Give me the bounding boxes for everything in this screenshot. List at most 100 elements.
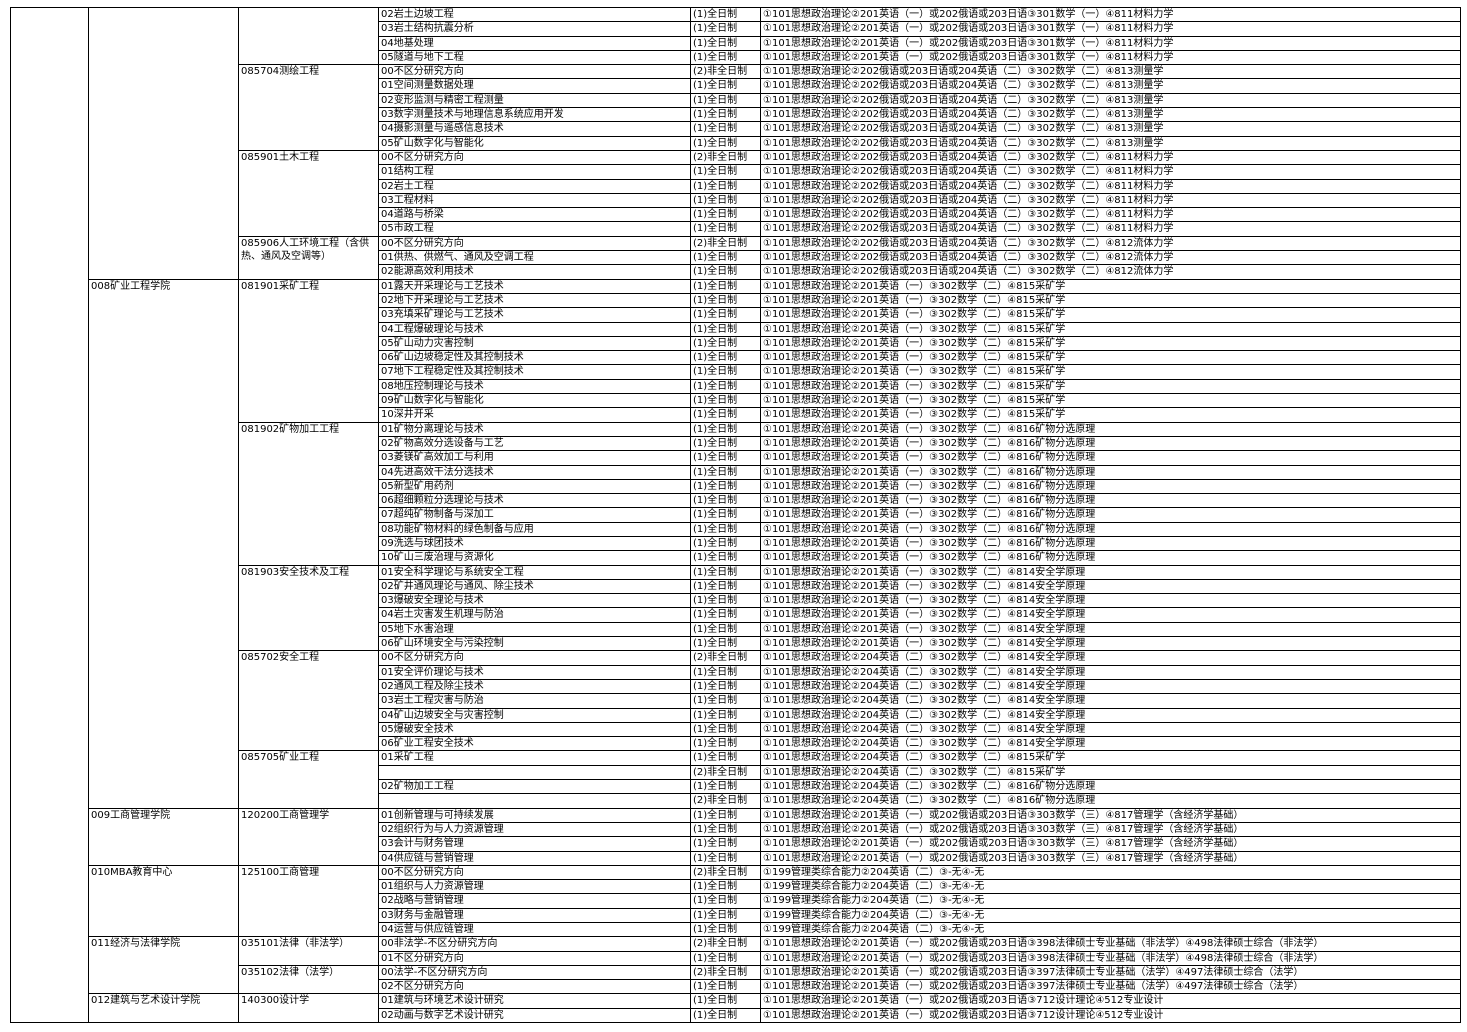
direction-cell: 04先进高效干法分选技术: [378, 464, 691, 480]
table-row: 06矿山环境安全与污染控制 (1)全日制 ①101思想政治理论②201英语（一）③3…: [11, 636, 1461, 652]
table-row: 012建筑与艺术设计学院 140300设计学 01建筑与环境艺术设计研究 (1)全日制…: [11, 993, 1461, 1024]
direction-cell: 06矿山边坡稳定性及其控制技术: [378, 350, 691, 366]
mode-cell: (2)非全日制: [690, 650, 761, 666]
direction-cell: 00不区分研究方向: [378, 650, 691, 666]
subjects-cell: ①101思想政治理论②201英语（一）③302数学（二）④816矿物分选原理: [760, 464, 1461, 480]
table-row: 04道路与桥梁 (1)全日制 ①101思想政治理论②202俄语或203日语或204英…: [11, 207, 1461, 223]
direction-cell: 03工程材料: [378, 192, 691, 209]
direction-cell: 01创新管理与可持续发展: [378, 807, 691, 823]
subjects-cell: ①101思想政治理论②202俄语或203日语或204英语（二）③302数学（二）…: [760, 164, 1461, 180]
direction-cell: 02战略与营销管理: [378, 893, 691, 909]
direction-cell: 02矿物高效分选设备与工艺: [378, 435, 691, 452]
table-row: 04摄影测量与遥感信息技术 (1)全日制 ①101思想政治理论②202俄语或203日…: [11, 121, 1461, 137]
mode-cell: (1)全日制: [690, 49, 761, 66]
table-row: 085901土木工程 00不区分研究方向 (2)非全日制 ①101思想政治理论②202…: [11, 149, 1461, 237]
mode-cell: (1)全日制: [690, 564, 761, 580]
direction-cell: 00不区分研究方向: [378, 149, 691, 166]
subjects-cell: ①101思想政治理论②201英语（一）③302数学（二）④816矿物分选原理: [760, 450, 1461, 466]
subjects-cell: ①101思想政治理论②201英语（一）或202俄语或203日语③397法律硕士专…: [760, 964, 1461, 981]
subjects-cell: ①101思想政治理论②201英语（一）或202俄语或203日语③303数学（三）…: [760, 807, 1461, 823]
direction-cell: 04供应链与营销管理: [378, 850, 691, 866]
major-cell: 035101法律（非法学）: [238, 936, 379, 966]
subjects-cell: ①101思想政治理论②202俄语或203日语或204英语（二）③302数学（二）…: [760, 221, 1461, 237]
direction-cell: 02组织行为与人力资源管理: [378, 821, 691, 838]
direction-cell: [378, 764, 691, 781]
subjects-cell: ①101思想政治理论②201英语（一）③302数学（二）④816矿物分选原理: [760, 507, 1461, 523]
mode-cell: (1)全日制: [690, 736, 761, 752]
mode-cell: (1)全日制: [690, 836, 761, 852]
direction-cell: 09矿山数字化与智能化: [378, 393, 691, 409]
table-row: 05市政工程 (1)全日制 ①101思想政治理论②202俄语或203日语或204英语…: [11, 221, 1461, 237]
college-cell: 010MBA教育中心: [88, 864, 239, 938]
subjects-cell: ①101思想政治理论②202俄语或203日语或204英语（二）③302数学（二）…: [760, 250, 1461, 266]
subjects-cell: ①101思想政治理论②204英语（二）③302数学（二）④814安全学原理: [760, 693, 1461, 709]
mode-cell: (1)全日制: [690, 850, 761, 866]
direction-cell: 02矿物加工工程: [378, 779, 691, 795]
mode-cell: (1)全日制: [690, 178, 761, 194]
direction-cell: 01安全科学理论与系统安全工程: [378, 564, 691, 580]
table-row: 04岩土灾害发生机理与防治 (1)全日制 ①101思想政治理论②201英语（一）③3…: [11, 607, 1461, 623]
mode-cell: (1)全日制: [690, 221, 761, 237]
table-row: 07地下工程稳定性及其控制技术 (1)全日制 ①101思想政治理论②201英语（一）…: [11, 364, 1461, 380]
direction-cell: 01空间测量数据处理: [378, 78, 691, 94]
subjects-cell: ①101思想政治理论②202俄语或203日语或204英语（二）③302数学（二）…: [760, 149, 1461, 166]
table-row: 02矿物加工工程 (1)全日制 ①101思想政治理论②204英语（二）③302数学（…: [11, 779, 1461, 795]
direction-cell: 00不区分研究方向: [378, 864, 691, 881]
table-row: 081903安全技术及工程 01安全科学理论与系统安全工程 (1)全日制 ①101思想…: [11, 564, 1461, 652]
mode-cell: (1)全日制: [690, 478, 761, 495]
mode-cell: (1)全日制: [690, 507, 761, 523]
table-row: 05地下水害治理 (1)全日制 ①101思想政治理论②201英语（一）③302数学（…: [11, 621, 1461, 638]
subjects-cell: ①101思想政治理论②201英语（一）③302数学（二）④816矿物分选原理: [760, 550, 1461, 566]
table-row: 01供热、供燃气、通风及空调工程 (1)全日制 ①101思想政治理论②202俄语或2…: [11, 250, 1461, 266]
subjects-cell: ①101思想政治理论②201英语（一）③302数学（二）④814安全学原理: [760, 593, 1461, 609]
subjects-cell: ①101思想政治理论②204英语（二）③302数学（二）④815采矿学: [760, 764, 1461, 781]
mode-cell: (1)全日制: [690, 678, 761, 695]
table-row: 02组织行为与人力资源管理 (1)全日制 ①101思想政治理论②201英语（一）或2…: [11, 821, 1461, 838]
mode-cell: (1)全日制: [690, 893, 761, 909]
subjects-cell: ①101思想政治理论②204英语（二）③302数学（二）④814安全学原理: [760, 736, 1461, 752]
direction-cell: 01结构工程: [378, 164, 691, 180]
mode-cell: (1)全日制: [690, 721, 761, 738]
direction-cell: 05矿山数字化与智能化: [378, 135, 691, 151]
mode-cell: (1)全日制: [690, 1007, 761, 1024]
subjects-cell: ①199管理类综合能力②204英语（二）③-无④-无: [760, 893, 1461, 909]
mode-cell: (1)全日制: [690, 750, 761, 766]
direction-cell: 10矿山三废治理与资源化: [378, 550, 691, 566]
direction-cell: 03爆破安全理论与技术: [378, 593, 691, 609]
direction-cell: 01采矿工程: [378, 750, 691, 766]
subjects-cell: ①101思想政治理论②201英语（一）或202俄语或203日语③301数学（一）…: [760, 6, 1461, 23]
subjects-cell: ①101思想政治理论②202俄语或203日语或204英语（二）③302数学（二）…: [760, 264, 1461, 280]
major-cell: 085906人工环境工程（含供热、通风及空调等）: [238, 235, 379, 280]
major-cell: 085702安全工程: [238, 650, 379, 752]
mode-cell: (1)全日制: [690, 979, 761, 995]
subjects-cell: ①101思想政治理论②201英语（一）③302数学（二）④814安全学原理: [760, 621, 1461, 638]
subjects-cell: ①101思想政治理论②201英语（一）或202俄语或203日语③398法律硕士专…: [760, 936, 1461, 952]
major-cell: 125100工商管理: [238, 864, 379, 938]
subjects-cell: ①101思想政治理论②201英语（一）③302数学（二）④816矿物分选原理: [760, 478, 1461, 495]
mode-cell: (2)非全日制: [690, 764, 761, 781]
mode-cell: (1)全日制: [690, 21, 761, 37]
college-cell: 012建筑与艺术设计学院: [88, 993, 239, 1024]
mode-cell: (1)全日制: [690, 378, 761, 395]
mode-cell: (1)全日制: [690, 121, 761, 137]
direction-cell: 08功能矿物材料的绿色制备与应用: [378, 521, 691, 537]
direction-cell: 04摄影测量与遥感信息技术: [378, 121, 691, 137]
table-row: 03岩土结构抗震分析 (1)全日制 ①101思想政治理论②201英语（一）或202俄…: [11, 21, 1461, 37]
subjects-cell: ①101思想政治理论②204英语（二）③302数学（二）④815采矿学: [760, 750, 1461, 766]
direction-cell: 04道路与桥梁: [378, 207, 691, 223]
mode-cell: (1)全日制: [690, 364, 761, 380]
table-row: 008矿业工程学院 081901采矿工程 01露天开采理论与工艺技术 (1)全日制 ①1…: [11, 278, 1461, 809]
direction-cell: 02矿井通风理论与通风、除尘技术: [378, 578, 691, 595]
subjects-cell: ①101思想政治理论②201英语（一）③302数学（二）④816矿物分选原理: [760, 535, 1461, 552]
table-row: 05隧道与地下工程 (1)全日制 ①101思想政治理论②201英语（一）或202俄语…: [11, 49, 1461, 66]
subjects-cell: ①101思想政治理论②201英语（一）或202俄语或203日语③301数学（一）…: [760, 49, 1461, 66]
direction-cell: 03岩土结构抗震分析: [378, 21, 691, 37]
direction-cell: 02岩土边坡工程: [378, 6, 691, 23]
major-cell: 035102法律（法学）: [238, 964, 379, 995]
table-row: 05矿山动力灾害控制 (1)全日制 ①101思想政治理论②201英语（一）③302数…: [11, 335, 1461, 352]
mode-cell: (2)非全日制: [690, 235, 761, 252]
mode-cell: (1)全日制: [690, 35, 761, 51]
subjects-cell: ①101思想政治理论②204英语（二）③302数学（二）④814安全学原理: [760, 707, 1461, 723]
mode-cell: (1)全日制: [690, 907, 761, 924]
